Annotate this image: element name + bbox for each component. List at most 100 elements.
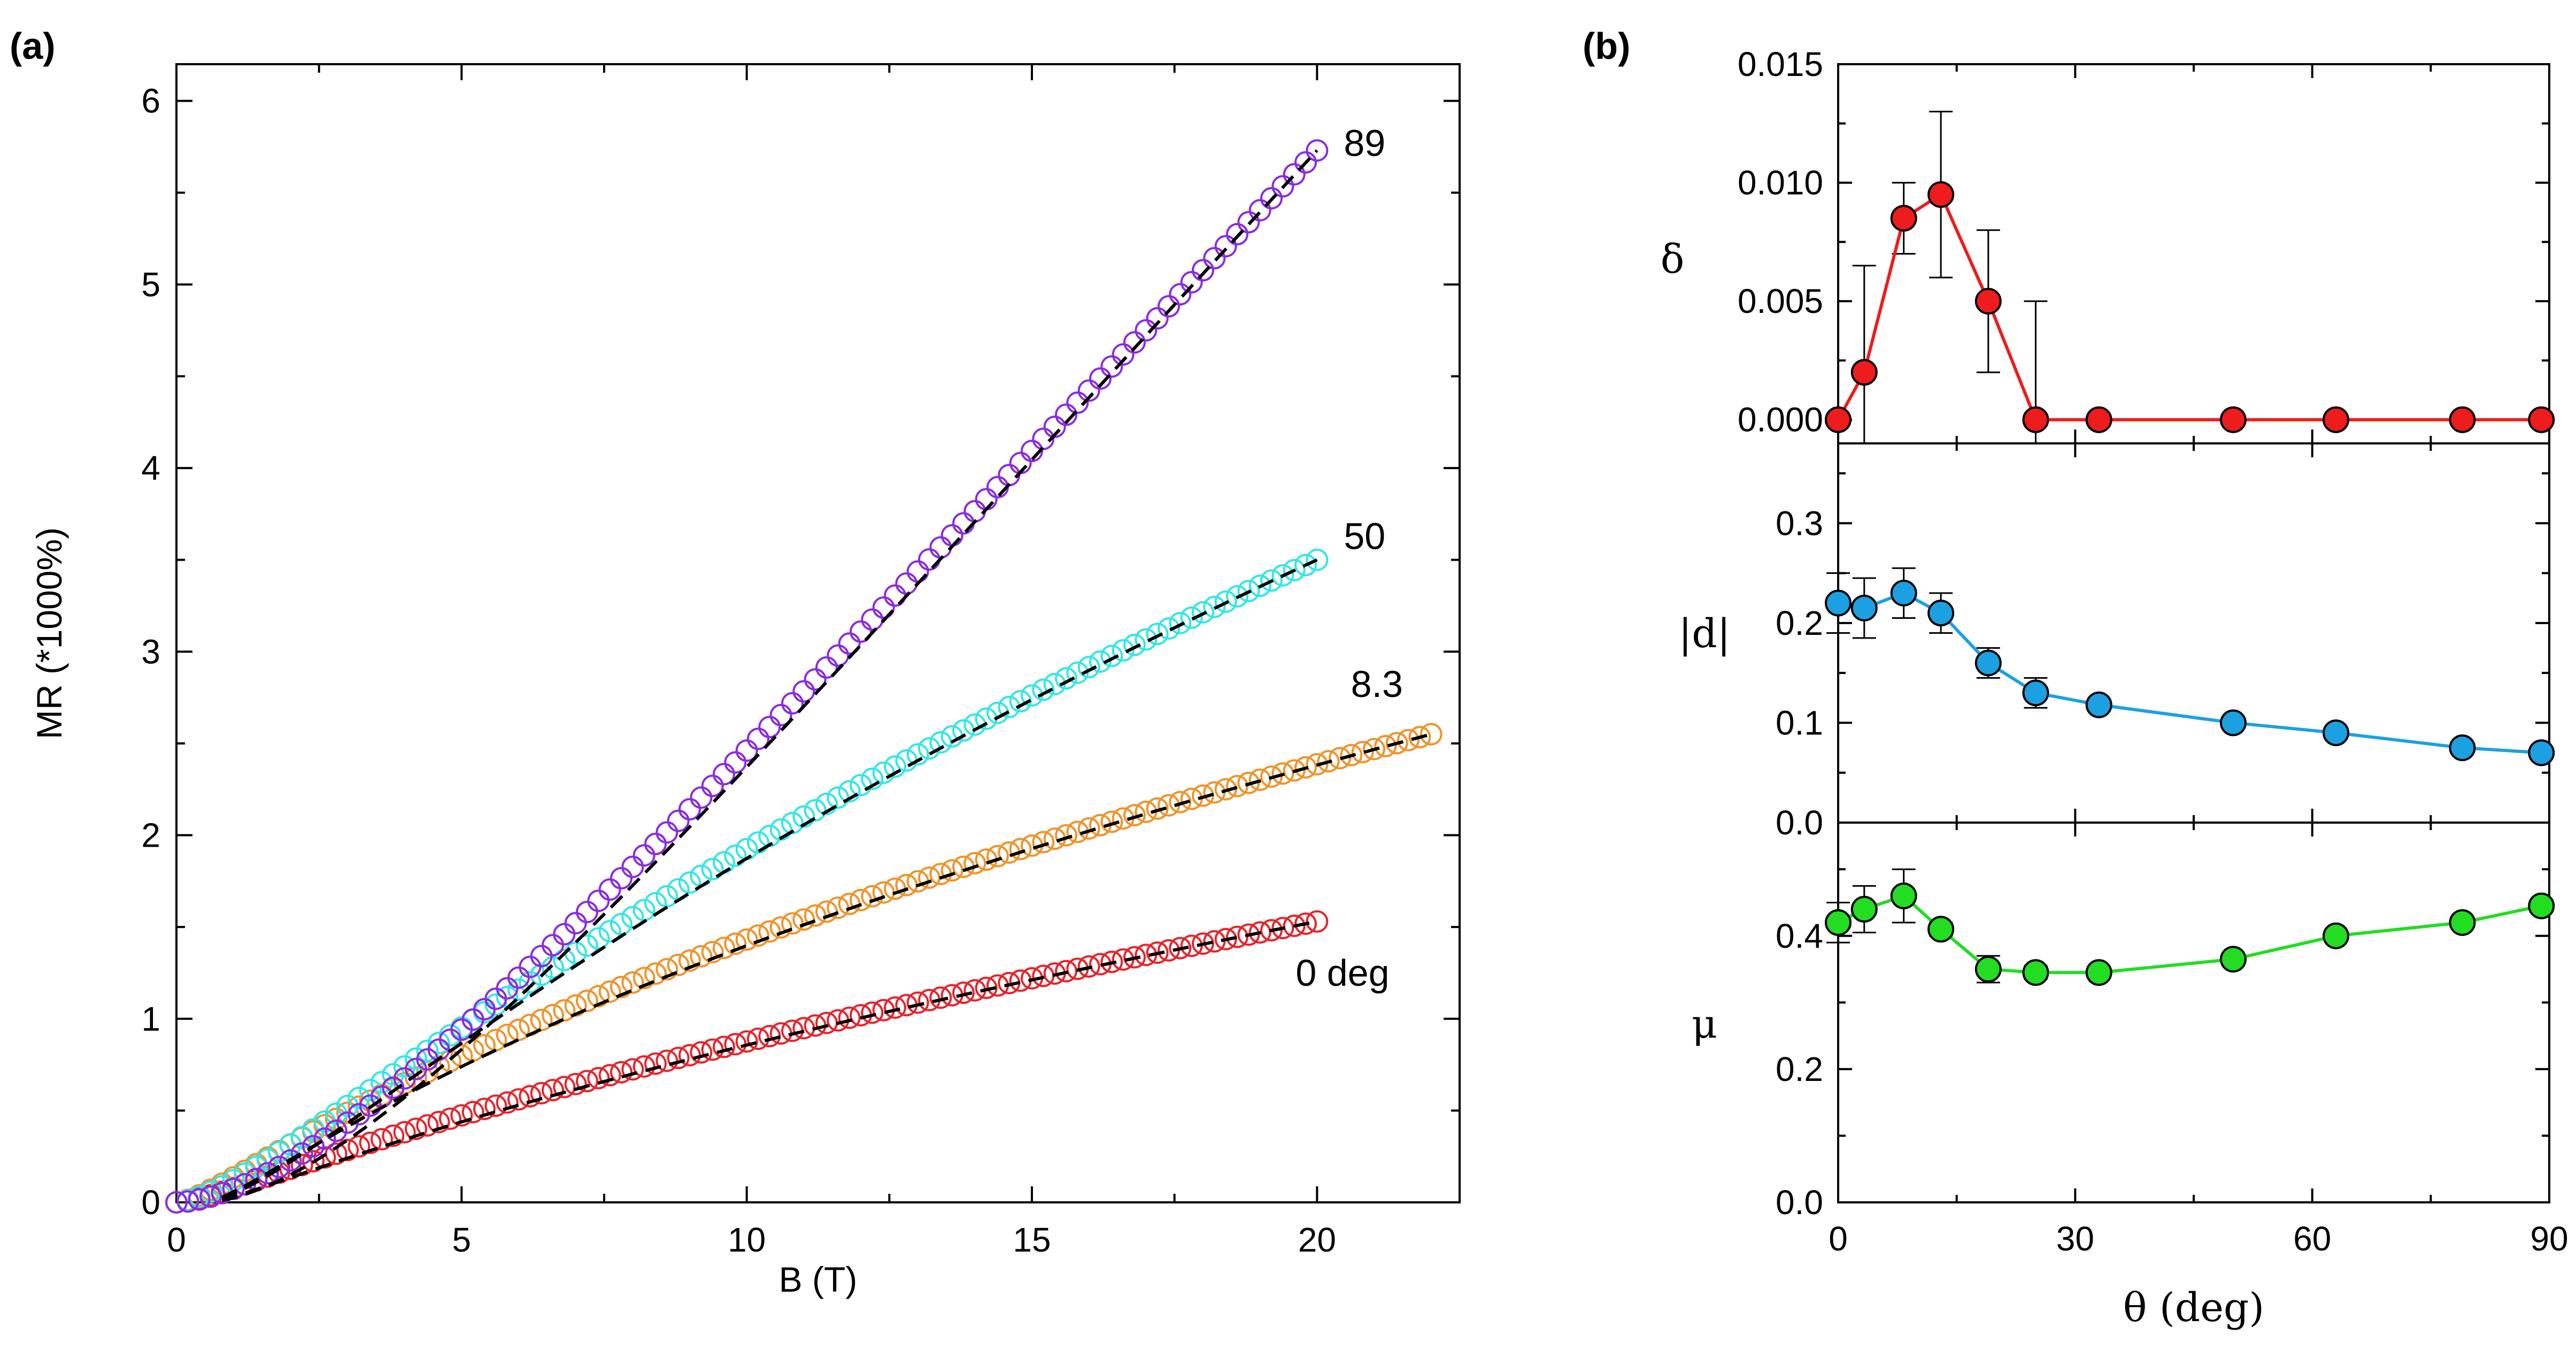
data-point-0-deg [690,1041,713,1064]
mu-data-point [2528,892,2555,919]
y-tick-label: 2 [141,816,160,855]
data-point-50 [268,1141,290,1164]
data-point-50 [359,1079,382,1102]
b-x-tick-label: 30 [2056,1219,2094,1258]
data-point-8.3 [724,932,747,955]
data-point-50 [633,899,655,922]
data-point-89 [918,548,940,571]
data-point-89 [975,488,998,511]
data-point-50 [1192,601,1214,624]
data-point-50 [1180,606,1203,629]
data-point-50 [1226,585,1248,608]
panel-a-fits [221,149,1432,1202]
data-point-89 [1100,355,1123,378]
data-point-50 [1169,611,1192,634]
data-point-0-deg [1169,937,1192,960]
d-data-point [1890,579,1917,607]
data-point-50 [713,851,735,874]
data-point-8.3 [1397,728,1420,751]
data-point-50 [1100,645,1123,668]
data-point-89 [1180,271,1203,294]
data-point-89 [1077,379,1100,402]
data-point-8.3 [781,912,804,935]
data-point-8.3 [690,945,713,968]
panel-b: (b) 0 30 60 90 0.000 0.005 0.010 0.015 0.0 0.1 0.2… [1583,25,2569,1331]
data-point-89 [598,878,621,901]
data-point-50 [1306,548,1329,571]
data-point-89 [804,668,827,691]
data-point-50 [382,1063,405,1086]
data-point-0-deg [1248,921,1271,944]
data-point-50 [598,920,621,943]
data-point-8.3 [393,1072,416,1095]
d-data-point [2528,739,2555,766]
data-point-8.3 [1340,743,1363,766]
data-point-50 [279,1133,302,1156]
data-point-50 [701,857,724,880]
data-point-50 [1146,623,1169,646]
y-tick-label: 5 [141,265,160,304]
data-point-50 [655,885,678,908]
data-point-50 [1123,633,1146,656]
data-point-50 [484,993,507,1016]
data-point-0-deg [359,1131,382,1154]
data-point-89 [861,608,884,631]
data-point-89 [701,774,724,797]
data-point-89 [850,620,872,643]
data-point-8.3 [1032,831,1055,854]
data-point-50 [747,831,769,854]
data-point-0-deg [530,1081,553,1104]
curve-label-50: 50 [1344,516,1385,557]
data-point-50 [1283,559,1306,582]
data-point-89 [610,866,633,889]
data-point-50 [530,963,553,986]
delta-y-axis-title: δ [1661,236,1685,282]
data-point-8.3 [667,954,690,977]
data-point-8.3 [861,885,884,908]
x-tick-label: 15 [1013,1221,1051,1259]
data-point-89 [952,512,975,535]
data-point-50 [1214,590,1237,613]
data-point-89 [359,1094,382,1117]
data-point-8.3 [530,1009,553,1032]
panel-a-x-axis-title: B (T) [779,1260,858,1299]
data-point-8.3 [735,928,758,951]
d-y-tick-label: 0.2 [1776,604,1823,642]
mu-data-point [2085,959,2112,986]
data-point-8.3 [325,1108,348,1131]
data-point-8.3 [701,941,724,964]
d-data-point [2022,679,2049,707]
data-point-0-deg [484,1094,507,1117]
data-point-50 [792,805,815,828]
data-point-89 [1112,343,1135,366]
y-tick-label: 0 [141,1183,160,1222]
data-point-50 [1112,639,1135,662]
mu-y-tick-label: 0.2 [1776,1050,1823,1088]
fit-line-8.3 [221,732,1432,1199]
data-point-89 [165,1191,188,1214]
d-data-point [1850,594,1878,622]
delta-data-point [2323,406,2349,433]
mu-data-point [1927,916,1955,943]
data-point-89 [963,500,986,523]
mu-data-point [1850,895,1878,923]
panel-a-ticks: 0 5 10 15 20 0 1 2 3 4 5 6 [141,64,1460,1259]
data-point-0-deg [1306,910,1329,933]
data-point-0-deg [302,1150,325,1173]
data-point-0-deg [598,1064,621,1087]
data-point-0-deg [1271,917,1294,940]
delta-data-point [1975,288,2002,315]
data-point-0-deg [519,1085,542,1108]
data-point-8.3 [678,949,701,972]
data-point-0-deg [633,1055,655,1078]
data-point-89 [1158,295,1180,318]
delta-y-tick-label: 0.015 [1738,45,1823,83]
d-y-tick-label: 0.0 [1776,803,1823,842]
data-point-89 [576,901,598,924]
data-point-89 [621,855,644,878]
data-point-89 [268,1155,290,1178]
data-point-8.3 [884,877,906,900]
data-point-8.3 [940,859,963,882]
data-point-0-deg [461,1101,484,1124]
data-point-0-deg [382,1124,405,1147]
